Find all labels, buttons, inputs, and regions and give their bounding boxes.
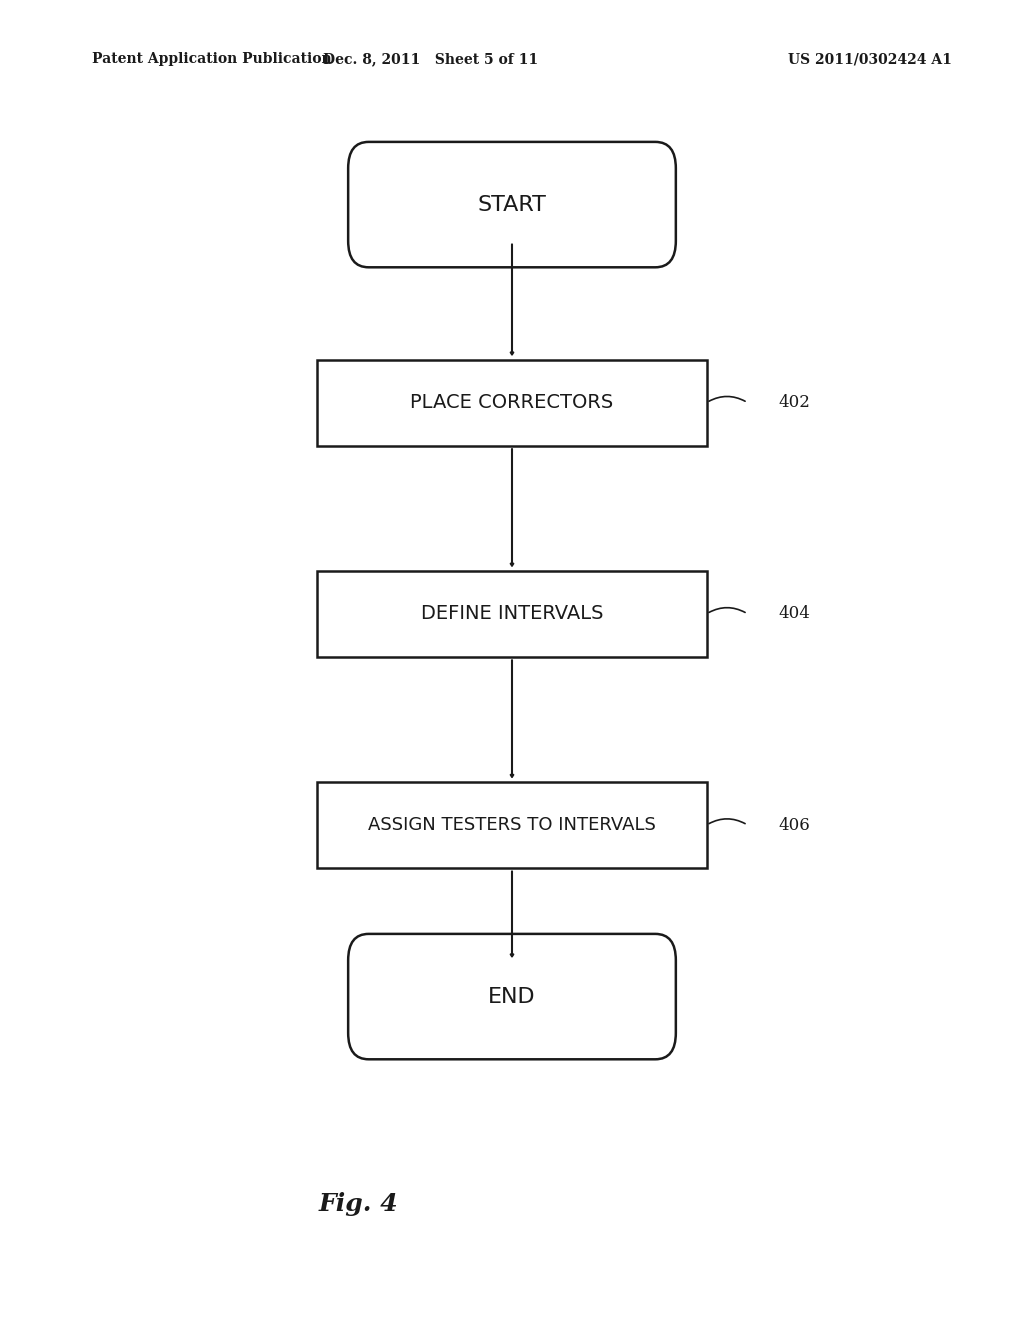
Bar (317, 359, 707, 446)
Bar (317, 570, 707, 656)
Text: Dec. 8, 2011   Sheet 5 of 11: Dec. 8, 2011 Sheet 5 of 11 (323, 53, 538, 66)
Text: END: END (488, 986, 536, 1007)
FancyBboxPatch shape (348, 143, 676, 267)
Text: DEFINE INTERVALS: DEFINE INTERVALS (421, 605, 603, 623)
Text: 402: 402 (778, 395, 810, 411)
Bar (317, 781, 707, 869)
Text: US 2011/0302424 A1: US 2011/0302424 A1 (788, 53, 952, 66)
Text: 404: 404 (778, 606, 810, 622)
Text: START: START (477, 194, 547, 215)
Text: ASSIGN TESTERS TO INTERVALS: ASSIGN TESTERS TO INTERVALS (368, 816, 656, 834)
Text: 406: 406 (778, 817, 810, 833)
Text: Patent Application Publication: Patent Application Publication (92, 53, 332, 66)
Text: PLACE CORRECTORS: PLACE CORRECTORS (411, 393, 613, 412)
FancyBboxPatch shape (348, 935, 676, 1059)
Text: Fig. 4: Fig. 4 (318, 1192, 398, 1216)
